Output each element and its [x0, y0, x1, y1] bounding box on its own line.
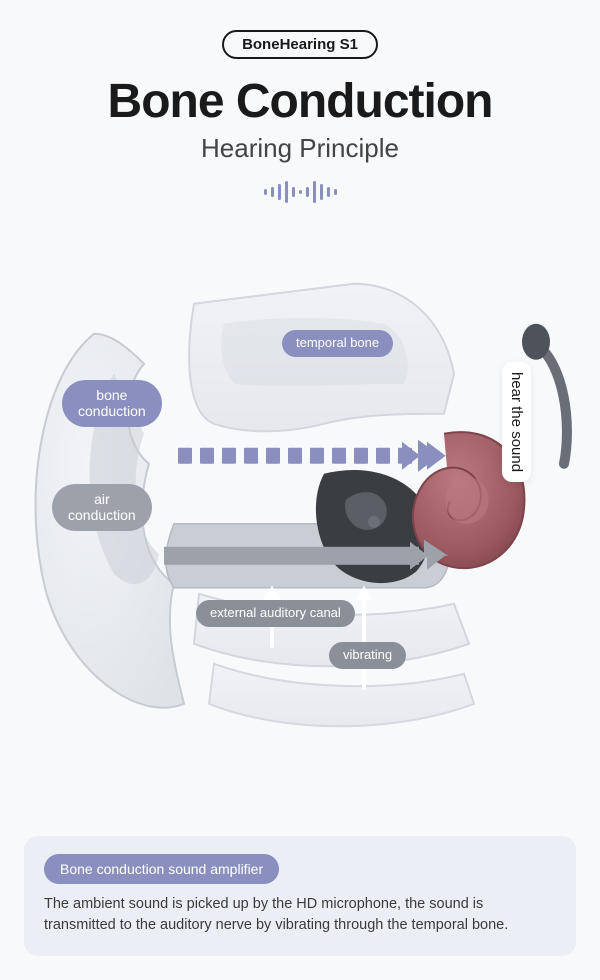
label-vibrating: vibrating: [329, 642, 406, 669]
label-temporal-bone: temporal bone: [282, 330, 393, 357]
label-bone-conduction: bone conduction: [62, 380, 162, 426]
info-text: The ambient sound is picked up by the HD…: [44, 894, 556, 936]
soundwave-bar: [327, 187, 330, 197]
soundwave-bar: [320, 184, 323, 200]
info-box: Bone conduction sound amplifier The ambi…: [24, 836, 576, 956]
label-air-conduction: air conduction: [52, 484, 152, 530]
soundwave-bar: [285, 181, 288, 203]
soundwave-bar: [264, 189, 267, 195]
page-subtitle: Hearing Principle: [24, 133, 576, 164]
ear-diagram: temporal bone bone conduction air conducti…: [24, 212, 576, 836]
soundwave-bar: [278, 184, 281, 200]
soundwave-bar: [306, 187, 309, 197]
soundwave-icon: [24, 180, 576, 204]
soundwave-bar: [292, 187, 295, 197]
label-external-canal: external auditory canal: [196, 600, 355, 627]
soundwave-bar: [299, 190, 302, 194]
product-badge: BoneHearing S1: [222, 30, 378, 59]
header: BoneHearing S1 Bone Conduction Hearing P…: [24, 30, 576, 212]
soundwave-bar: [334, 189, 337, 195]
page-title: Bone Conduction: [24, 77, 576, 127]
soundwave-bar: [313, 181, 316, 203]
label-hear-the-sound: hear the sound: [502, 362, 531, 482]
soundwave-bar: [271, 187, 274, 197]
page: BoneHearing S1 Bone Conduction Hearing P…: [0, 0, 600, 980]
info-pill: Bone conduction sound amplifier: [44, 854, 279, 884]
